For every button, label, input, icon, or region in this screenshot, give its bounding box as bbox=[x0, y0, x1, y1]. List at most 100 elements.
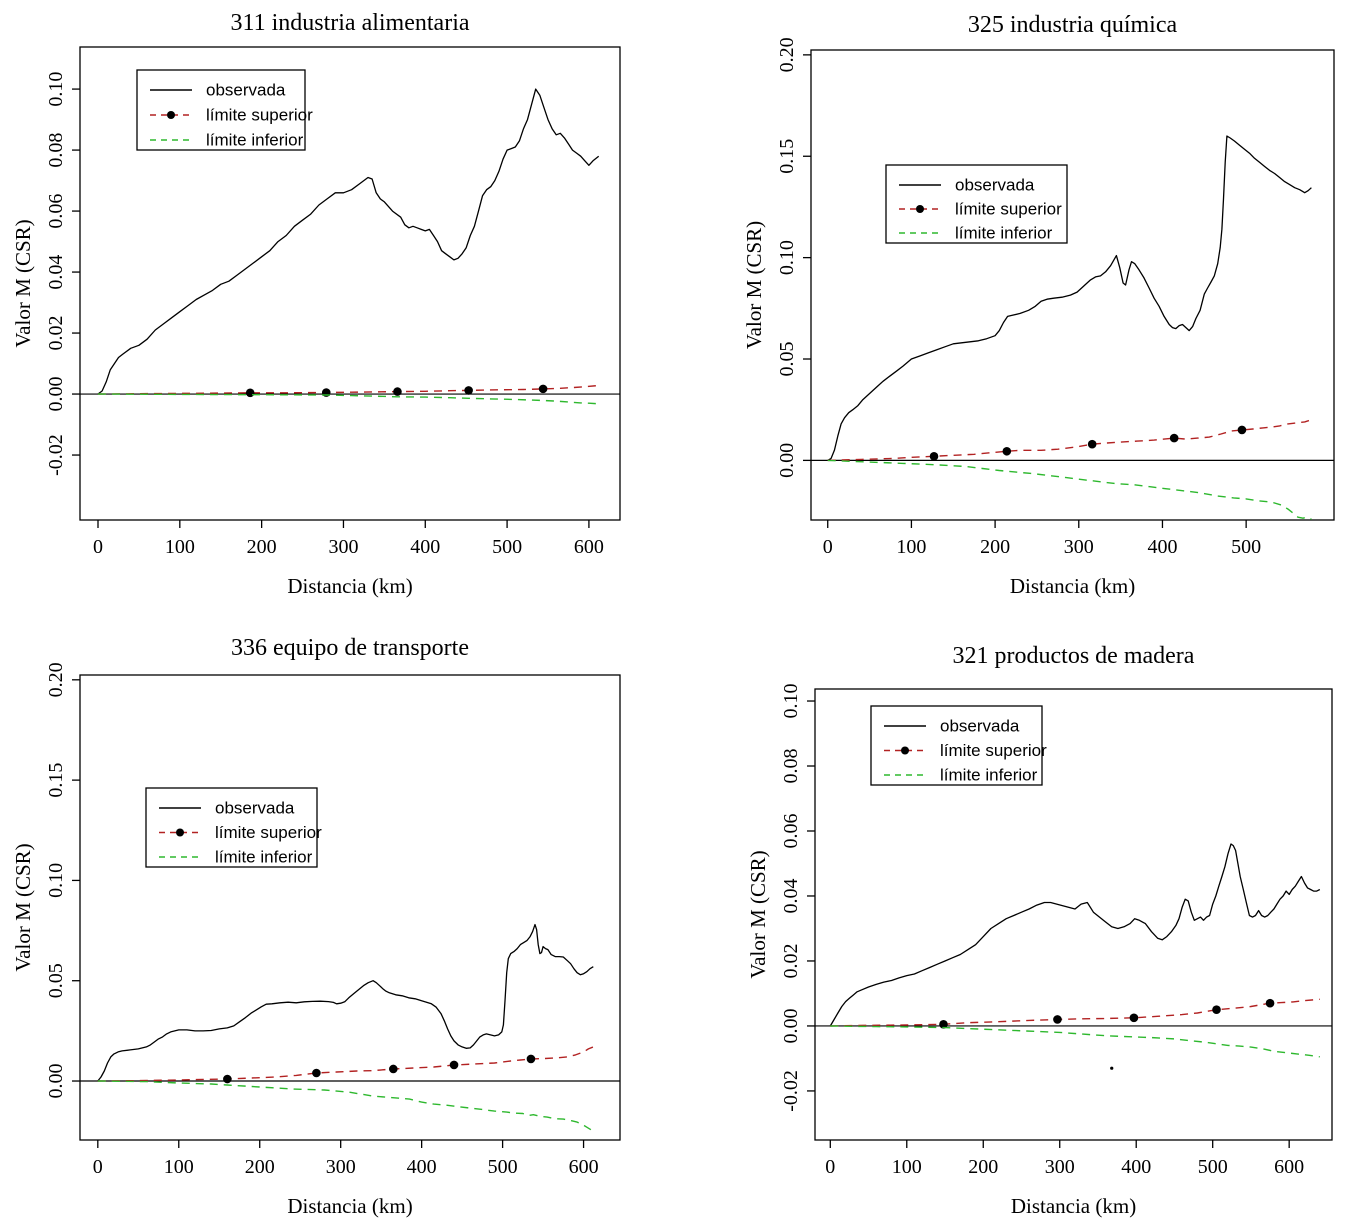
x-tick-label: 400 bbox=[410, 536, 440, 558]
x-tick-label: 200 bbox=[980, 536, 1010, 558]
upper-limit-marker-dot bbox=[929, 452, 939, 461]
chart-panel-311-industria-alimentaria: 311 industria alimentaria 0 100 200 300 400 50… bbox=[0, 0, 685, 613]
upper-limit-markers bbox=[929, 425, 1247, 461]
upper-limit-marker-dot bbox=[526, 1054, 536, 1064]
upper-limit-marker-dot bbox=[389, 1064, 398, 1074]
x-axis-title: Distancia (km) bbox=[287, 574, 412, 598]
x-tick-label: 0 bbox=[93, 1156, 103, 1178]
x-axis-title: Distancia (km) bbox=[1010, 574, 1135, 598]
legend-item-label: límite superior bbox=[955, 200, 1062, 219]
upper-limit-marker-dot bbox=[1237, 425, 1247, 435]
upper-limit-marker-dot bbox=[312, 1068, 321, 1078]
x-tick-label: 500 bbox=[492, 536, 522, 558]
legend-item-label: límite inferior bbox=[940, 766, 1038, 785]
y-tick-label: 0.04 bbox=[780, 878, 802, 913]
x-tick-label: 0 bbox=[823, 536, 833, 558]
legend: observada límite superior límite inferior bbox=[136, 69, 313, 151]
x-tick-label: 0 bbox=[93, 536, 103, 558]
chart-325-svg: 325 industria química 0 100 200 300 400 500 0.0… bbox=[742, 12, 1335, 598]
upper-limit-marker-dot bbox=[1169, 433, 1179, 443]
x-axis-title: Distancia (km) bbox=[1011, 1194, 1136, 1218]
stray-dot bbox=[1110, 1066, 1114, 1070]
lower-limit-line bbox=[97, 393, 599, 405]
upper-limit-marker-dot bbox=[1265, 998, 1275, 1008]
lower-limit-line bbox=[830, 1025, 1320, 1058]
y-axis-title: Valor M (CSR) bbox=[11, 843, 35, 971]
x-tick-label: 300 bbox=[1064, 536, 1094, 558]
plot-box bbox=[79, 46, 621, 521]
x-tick-label: 600 bbox=[574, 536, 604, 558]
chart-title: 336 equipo de transporte bbox=[231, 635, 469, 661]
x-axis-title: Distancia (km) bbox=[287, 1194, 412, 1218]
x-tick-label: 600 bbox=[1274, 1156, 1304, 1178]
legend-item-label: límite superior bbox=[215, 823, 322, 842]
legend-box bbox=[870, 705, 1043, 786]
plot-box bbox=[810, 49, 1335, 521]
y-tick-label: 0.06 bbox=[45, 194, 67, 229]
y-tick-label: 0.06 bbox=[780, 813, 802, 848]
y-tick-label: 0.04 bbox=[45, 255, 67, 290]
legend-item-label: límite superior bbox=[940, 741, 1047, 760]
legend-sample-dot bbox=[167, 111, 175, 119]
y-tick-label: 0.15 bbox=[776, 139, 798, 174]
legend-item-label: observada bbox=[206, 81, 286, 100]
x-tick-label: 100 bbox=[164, 1156, 194, 1178]
upper-limit-markers bbox=[223, 1054, 536, 1084]
chart-panel-325-industria-quimica: 325 industria química 0 100 200 300 400 500 0.0… bbox=[685, 0, 1371, 613]
x-tick-label: 500 bbox=[1231, 536, 1261, 558]
y-tick-label: -0.02 bbox=[45, 434, 67, 476]
observed-line bbox=[97, 923, 594, 1082]
legend-item-label: límite superior bbox=[206, 106, 313, 125]
plot-box bbox=[814, 688, 1333, 1141]
chart-336-svg: 336 equipo de transporte 0 100 200 300 400 500… bbox=[11, 635, 621, 1218]
y-tick-label: 0.10 bbox=[45, 863, 67, 898]
upper-limit-markers bbox=[939, 998, 1275, 1029]
upper-limit-line bbox=[830, 998, 1320, 1027]
chart-panel-321-productos-de-madera: 321 productos de madera 0 100 200 300 400 500 6… bbox=[685, 613, 1371, 1226]
legend-item-label: límite inferior bbox=[206, 131, 304, 150]
y-axis-title: Valor M (CSR) bbox=[11, 219, 35, 347]
y-tick-label: 0.10 bbox=[45, 72, 67, 107]
y-axis-title: Valor M (CSR) bbox=[742, 221, 766, 349]
legend-item-label: observada bbox=[940, 717, 1020, 736]
upper-limit-marker-dot bbox=[939, 1020, 948, 1029]
upper-limit-line bbox=[97, 384, 599, 395]
x-tick-label: 0 bbox=[825, 1156, 835, 1178]
x-tick-label: 500 bbox=[1198, 1156, 1228, 1178]
legend-box bbox=[145, 787, 318, 868]
upper-limit-marker-dot bbox=[449, 1060, 459, 1070]
y-tick-label: 0.00 bbox=[780, 1008, 802, 1043]
y-tick-label: 0.02 bbox=[780, 943, 802, 978]
lower-limit-line bbox=[97, 1080, 594, 1132]
x-tick-label: 400 bbox=[1147, 536, 1177, 558]
x-tick-label: 300 bbox=[326, 1156, 356, 1178]
upper-limit-marker-dot bbox=[1129, 1013, 1139, 1023]
y-tick-label: 0.08 bbox=[45, 133, 67, 168]
chart-title: 321 productos de madera bbox=[953, 643, 1195, 669]
observed-line bbox=[97, 88, 600, 395]
legend-item-label: observada bbox=[955, 176, 1035, 195]
legend: observada límite superior límite inferior bbox=[145, 787, 322, 868]
y-tick-label: 0.08 bbox=[780, 749, 802, 784]
y-tick-label: 0.00 bbox=[45, 1064, 67, 1099]
y-tick-label: 0.00 bbox=[776, 443, 798, 478]
upper-limit-marker-dot bbox=[464, 386, 473, 395]
y-tick-label: 0.05 bbox=[45, 963, 67, 998]
y-tick-label: 0.00 bbox=[45, 377, 67, 412]
legend-item-label: límite inferior bbox=[955, 224, 1053, 243]
upper-limit-marker-dot bbox=[245, 388, 255, 398]
y-tick-label: 0.10 bbox=[776, 240, 798, 275]
x-tick-label: 100 bbox=[165, 536, 195, 558]
upper-limit-marker-dot bbox=[1053, 1015, 1062, 1024]
plot-box bbox=[79, 674, 621, 1141]
x-tick-label: 600 bbox=[569, 1156, 599, 1178]
legend-item-label: límite inferior bbox=[215, 848, 313, 867]
x-tick-label: 300 bbox=[1045, 1156, 1075, 1178]
observed-line bbox=[829, 843, 1321, 1027]
legend-sample-dot bbox=[901, 746, 909, 755]
x-tick-label: 400 bbox=[407, 1156, 437, 1178]
chart-311-svg: 311 industria alimentaria 0 100 200 300 400 50… bbox=[11, 10, 621, 598]
y-tick-label: 0.10 bbox=[780, 684, 802, 719]
upper-limit-marker-dot bbox=[223, 1074, 232, 1084]
chart-panel-336-equipo-de-transporte: 336 equipo de transporte 0 100 200 300 400 500… bbox=[0, 613, 685, 1226]
